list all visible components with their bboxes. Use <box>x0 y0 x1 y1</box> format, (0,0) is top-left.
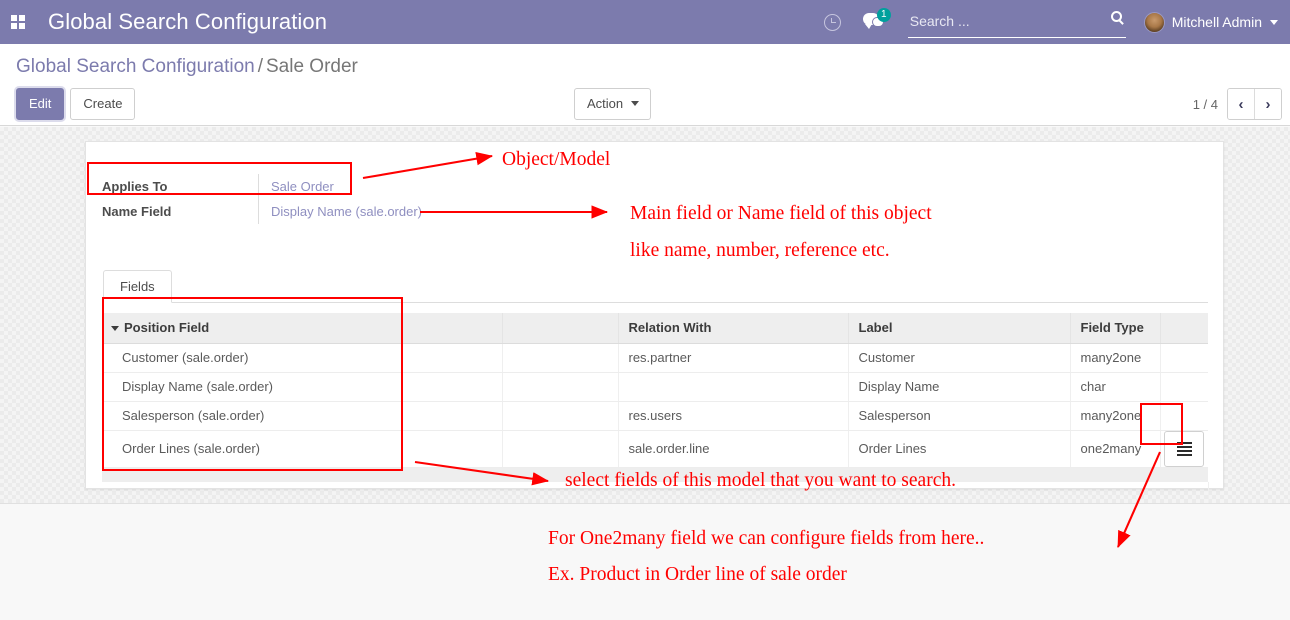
table-row[interactable]: Order Lines (sale.order) sale.order.line… <box>102 430 1208 468</box>
cell-position-field: Salesperson (sale.order) <box>102 401 503 431</box>
form-field-group: Applies To Sale Order Name Field Display… <box>102 174 522 224</box>
annotation-name-field-line1: Main field or Name field of this object <box>630 203 932 224</box>
caret-down-icon <box>631 101 640 106</box>
cell-row-action <box>1160 372 1208 402</box>
column-header-position-field[interactable]: Position Field <box>102 313 503 344</box>
activity-menu-button[interactable] <box>813 0 852 44</box>
table-row[interactable]: Display Name (sale.order) Display Name c… <box>102 372 1208 402</box>
chat-bubble-icon: 1 <box>862 8 891 32</box>
pager-buttons: ‹ › <box>1227 88 1282 120</box>
search-input[interactable] <box>907 12 1094 31</box>
record-buttons: Edit Create <box>16 88 136 120</box>
breadcrumb-current: Sale Order <box>265 56 358 77</box>
action-menu-label: Action <box>587 96 624 111</box>
top-navbar: Global Search Configuration 1 Mitchell A… <box>0 0 1290 44</box>
annotation-name-field-line2: like name, number, reference etc. <box>630 240 890 261</box>
column-header-spacer <box>502 313 619 344</box>
avatar <box>1143 11 1165 33</box>
cell-relation-with <box>618 372 849 402</box>
cell-field-type: many2one <box>1070 401 1161 431</box>
column-header-position-field-label: Position Field <box>124 320 210 335</box>
user-menu[interactable]: Mitchell Admin <box>1132 11 1282 33</box>
annotation-object-model: Object/Model <box>502 149 611 170</box>
cell-label: Display Name <box>848 372 1071 402</box>
table-row[interactable]: Customer (sale.order) res.partner Custom… <box>102 343 1208 373</box>
cell-field-type: char <box>1070 372 1161 402</box>
cell-spacer <box>502 401 619 431</box>
navbar-right-tools: 1 Mitchell Admin <box>813 0 1282 44</box>
cell-row-action <box>1160 343 1208 373</box>
column-header-actions <box>1160 313 1208 344</box>
apps-grid-icon[interactable] <box>6 10 30 34</box>
cell-label: Salesperson <box>848 401 1071 431</box>
breadcrumb-separator: / <box>257 56 263 77</box>
search-icon[interactable] <box>1110 10 1122 22</box>
pager-next-button[interactable]: › <box>1254 89 1281 119</box>
cell-row-action <box>1160 401 1208 431</box>
global-search-box[interactable] <box>907 7 1126 38</box>
create-button[interactable]: Create <box>70 88 136 120</box>
field-value-name-field[interactable]: Display Name (sale.order) <box>258 199 522 224</box>
field-value-applies-to[interactable]: Sale Order <box>258 174 522 199</box>
column-header-relation-with[interactable]: Relation With <box>618 313 849 344</box>
content-area: Applies To Sale Order Name Field Display… <box>0 127 1290 508</box>
pager-previous-button[interactable]: ‹ <box>1228 89 1254 119</box>
tab-fields[interactable]: Fields <box>103 270 172 303</box>
field-row-name-field: Name Field Display Name (sale.order) <box>102 199 522 224</box>
pager-counter: 1 / 4 <box>1192 96 1218 112</box>
cell-position-field: Order Lines (sale.order) <box>102 430 503 468</box>
notebook-tabs: Fields <box>102 270 1208 303</box>
clock-icon <box>823 13 841 31</box>
control-panel: Global Search Configuration / Sale Order E… <box>0 44 1290 126</box>
form-sheet: Applies To Sale Order Name Field Display… <box>85 141 1224 508</box>
messaging-menu-button[interactable]: 1 <box>852 0 900 44</box>
cell-relation-with: res.users <box>618 401 849 431</box>
breadcrumb-root[interactable]: Global Search Configuration <box>16 56 255 77</box>
cell-spacer <box>502 343 619 373</box>
cell-field-type: many2one <box>1070 343 1161 373</box>
table-row[interactable]: Salesperson (sale.order) res.users Sales… <box>102 401 1208 431</box>
chevron-down-icon <box>1270 19 1278 25</box>
breadcrumb: Global Search Configuration / Sale Order <box>16 56 358 78</box>
messages-badge: 1 <box>876 8 891 22</box>
cell-position-field: Display Name (sale.order) <box>102 372 503 402</box>
cell-relation-with: res.partner <box>618 343 849 373</box>
sort-descending-icon <box>111 326 119 331</box>
cell-row-action <box>1160 430 1208 468</box>
annotation-one2many-line2: Ex. Product in Order line of sale order <box>548 564 847 585</box>
column-header-label[interactable]: Label <box>848 313 1071 344</box>
field-label-name-field: Name Field <box>102 204 172 219</box>
cell-label: Customer <box>848 343 1071 373</box>
edit-button[interactable]: Edit <box>16 88 65 120</box>
list-icon <box>1176 442 1192 456</box>
column-header-field-type[interactable]: Field Type <box>1070 313 1161 344</box>
cell-position-field: Customer (sale.order) <box>102 343 503 373</box>
field-row-applies-to: Applies To Sale Order <box>102 174 522 199</box>
cell-spacer <box>502 430 619 468</box>
pager: 1 / 4 ‹ › <box>1193 88 1282 120</box>
table-pad-row <box>102 467 1208 482</box>
action-menu-button[interactable]: Action <box>574 88 652 120</box>
table-header-row: Position Field Relation With Label Field… <box>102 313 1208 344</box>
cell-label: Order Lines <box>848 430 1071 468</box>
configure-subfields-button[interactable] <box>1164 431 1205 467</box>
cell-field-type: one2many <box>1070 430 1161 468</box>
page-bottom-area <box>0 503 1290 620</box>
cell-relation-with: sale.order.line <box>618 430 849 468</box>
action-menu-wrapper: Action <box>574 88 652 120</box>
user-name-label: Mitchell Admin <box>1171 14 1262 30</box>
field-label-applies-to: Applies To <box>102 179 168 194</box>
app-title: Global Search Configuration <box>48 9 328 34</box>
cell-spacer <box>502 372 619 402</box>
annotation-one2many-line1: For One2many field we can configure fiel… <box>548 528 985 549</box>
annotation-select-fields: select fields of this model that you wan… <box>565 470 956 491</box>
